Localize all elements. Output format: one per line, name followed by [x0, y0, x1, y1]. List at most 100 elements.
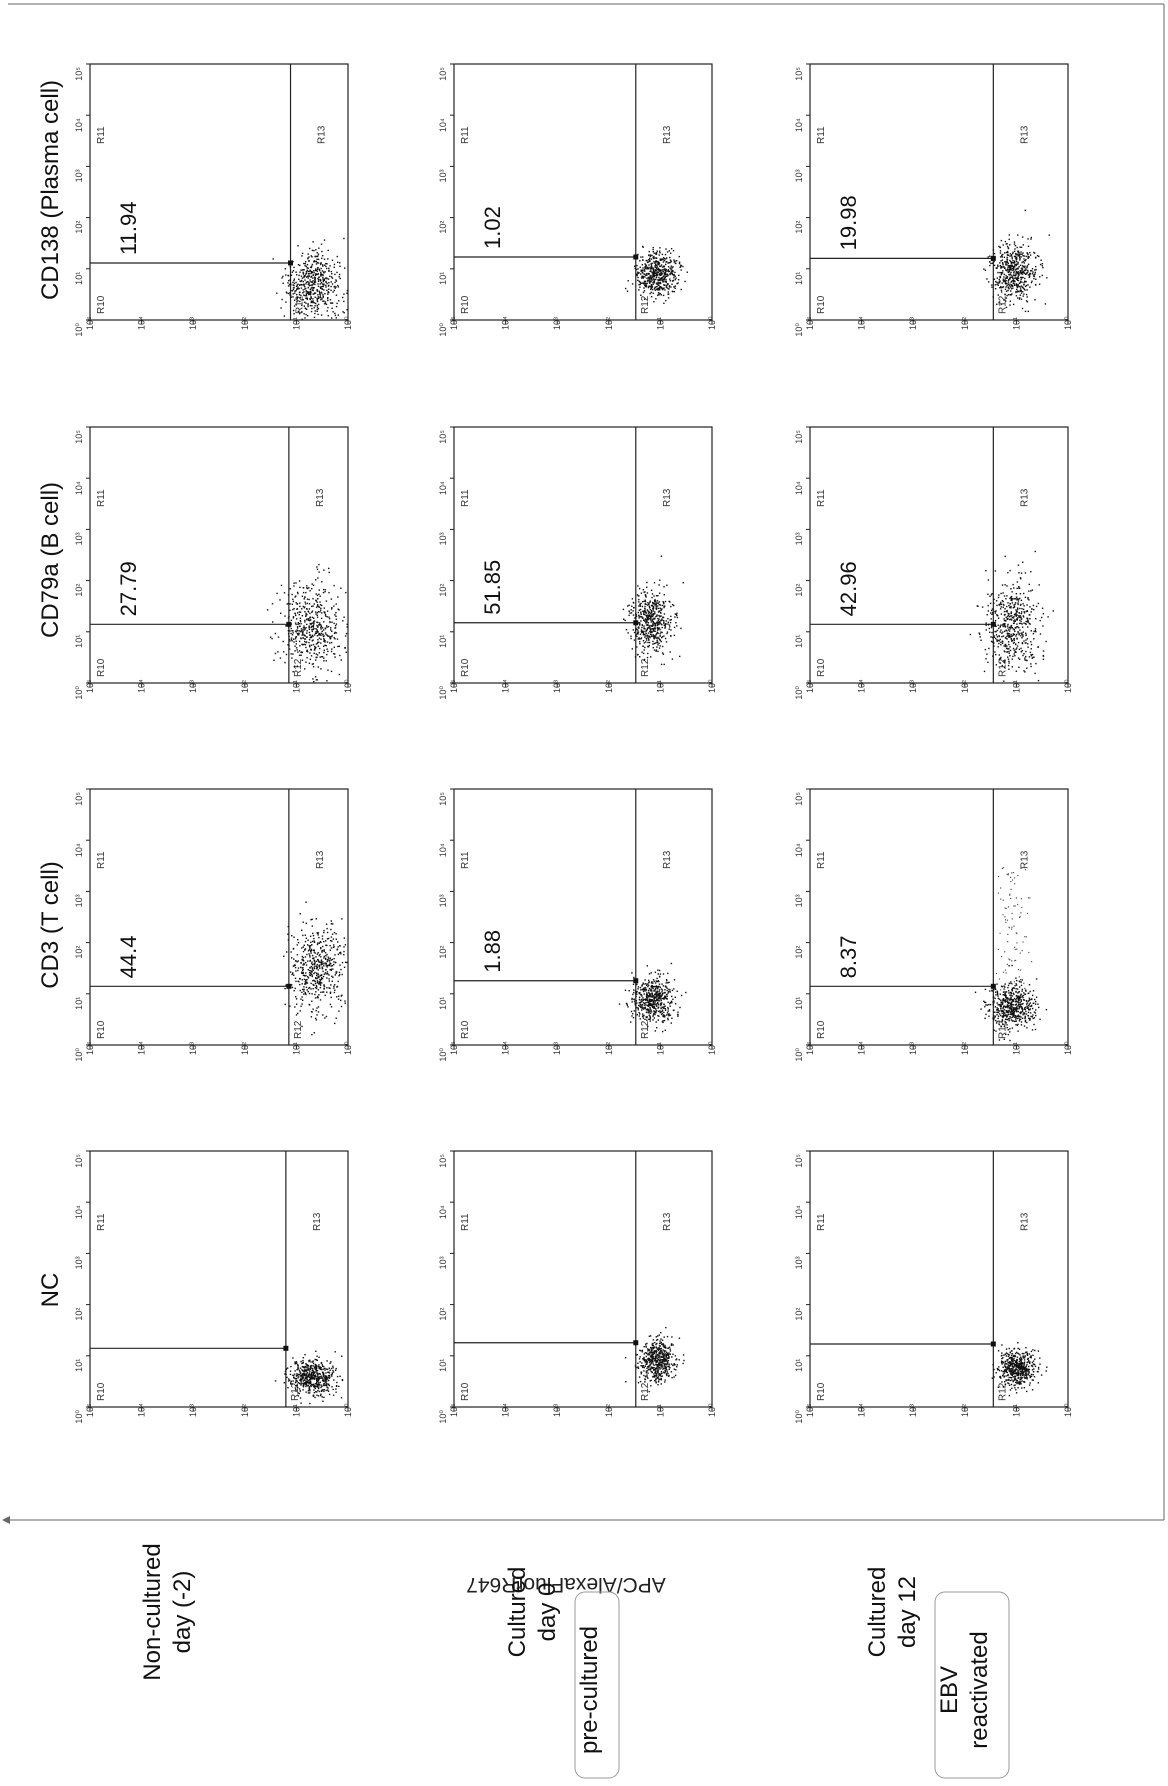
event-dot — [300, 631, 302, 633]
event-dot — [1012, 1367, 1014, 1369]
event-dot — [313, 270, 315, 272]
plot-frame — [809, 1150, 1069, 1408]
event-dot — [626, 290, 629, 292]
event-dot — [627, 605, 629, 607]
event-dot — [656, 274, 658, 276]
event-dot — [652, 1000, 654, 1002]
event-dot — [640, 273, 642, 275]
event-dot — [1006, 1371, 1009, 1374]
event-dot — [310, 1384, 313, 1386]
event-dot — [669, 1366, 671, 1369]
event-dot — [657, 1354, 660, 1357]
event-dot — [327, 1389, 329, 1391]
event-dot — [648, 644, 650, 647]
event-dot — [310, 622, 313, 625]
event-dot — [1009, 1364, 1012, 1366]
event-dot — [1006, 1368, 1008, 1370]
gate-percent-label: 27.79 — [116, 561, 141, 616]
event-dot — [668, 270, 670, 273]
event-dot — [661, 991, 663, 993]
event-dot — [328, 1393, 331, 1396]
event-dot — [652, 246, 654, 249]
event-dot — [323, 929, 325, 932]
event-dot — [320, 267, 322, 270]
event-dot — [648, 1335, 651, 1337]
event-dot — [312, 1370, 314, 1372]
event-dot — [308, 972, 311, 974]
event-dot — [659, 604, 662, 606]
event-dot — [319, 967, 321, 969]
event-dot — [326, 959, 329, 961]
event-dot — [670, 286, 672, 288]
event-dot — [1026, 1353, 1028, 1356]
region-label: R13 — [317, 125, 328, 144]
event-dot — [295, 595, 297, 597]
event-dot — [643, 625, 645, 627]
event-dot — [657, 279, 659, 281]
event-dot — [664, 637, 667, 640]
event-dot — [315, 918, 317, 920]
y-axis-tick-label: 10² — [240, 317, 250, 330]
event-dot — [660, 1350, 662, 1352]
event-dot — [301, 1025, 303, 1028]
event-dot — [662, 1015, 664, 1018]
event-dot — [1021, 1377, 1024, 1379]
y-axis-tick-label: 10² — [960, 1042, 970, 1055]
event-dot — [646, 634, 649, 636]
event-dot — [318, 1385, 320, 1387]
event-dot — [653, 301, 655, 303]
event-dot — [323, 278, 326, 280]
event-dot — [1016, 1359, 1018, 1361]
x-axis-tick-label: 10¹ — [74, 1359, 84, 1372]
event-dot — [649, 1355, 652, 1358]
event-dot — [295, 285, 298, 288]
event-dot — [638, 289, 640, 291]
event-dot — [334, 984, 336, 986]
event-dot — [654, 635, 656, 637]
event-dot — [317, 666, 319, 668]
event-dot — [313, 623, 315, 625]
event-dot — [635, 273, 638, 276]
event-dot — [324, 628, 327, 630]
event-dot — [643, 1346, 645, 1348]
event-dot — [303, 634, 305, 636]
event-dot — [343, 293, 345, 295]
event-dot — [666, 1373, 668, 1376]
event-dot — [301, 972, 303, 974]
event-dot — [656, 980, 658, 983]
event-dot — [331, 302, 334, 304]
event-dot — [305, 297, 307, 299]
event-dot — [1014, 1364, 1017, 1366]
event-dot — [325, 1368, 328, 1370]
event-dot — [645, 1345, 647, 1347]
event-dot — [314, 312, 316, 315]
event-dot — [320, 956, 322, 958]
y-axis-tick-label: 10³ — [552, 680, 562, 693]
event-dot — [335, 615, 337, 617]
event-dot — [296, 954, 299, 956]
region-label: R11 — [96, 1213, 107, 1231]
event-dot — [639, 986, 642, 989]
event-dot — [644, 273, 646, 276]
event-dot — [649, 1352, 651, 1354]
event-dot — [302, 273, 305, 275]
event-dot — [659, 607, 661, 609]
event-dot — [310, 1365, 312, 1367]
event-dot — [1019, 1382, 1021, 1384]
event-dot — [316, 953, 319, 955]
event-dot — [294, 650, 296, 652]
event-dot — [297, 1392, 299, 1394]
event-dot — [653, 595, 655, 597]
event-dot — [655, 1004, 657, 1006]
event-dot — [645, 989, 647, 991]
event-dot — [667, 262, 669, 264]
event-dot — [653, 282, 655, 284]
event-dot — [301, 1362, 303, 1365]
event-dot — [311, 993, 313, 995]
event-dot — [297, 967, 300, 969]
event-dot — [292, 261, 294, 263]
event-dot — [656, 614, 658, 616]
event-dot — [646, 1352, 648, 1355]
event-dot — [655, 1347, 657, 1349]
event-dot — [1003, 1372, 1006, 1374]
